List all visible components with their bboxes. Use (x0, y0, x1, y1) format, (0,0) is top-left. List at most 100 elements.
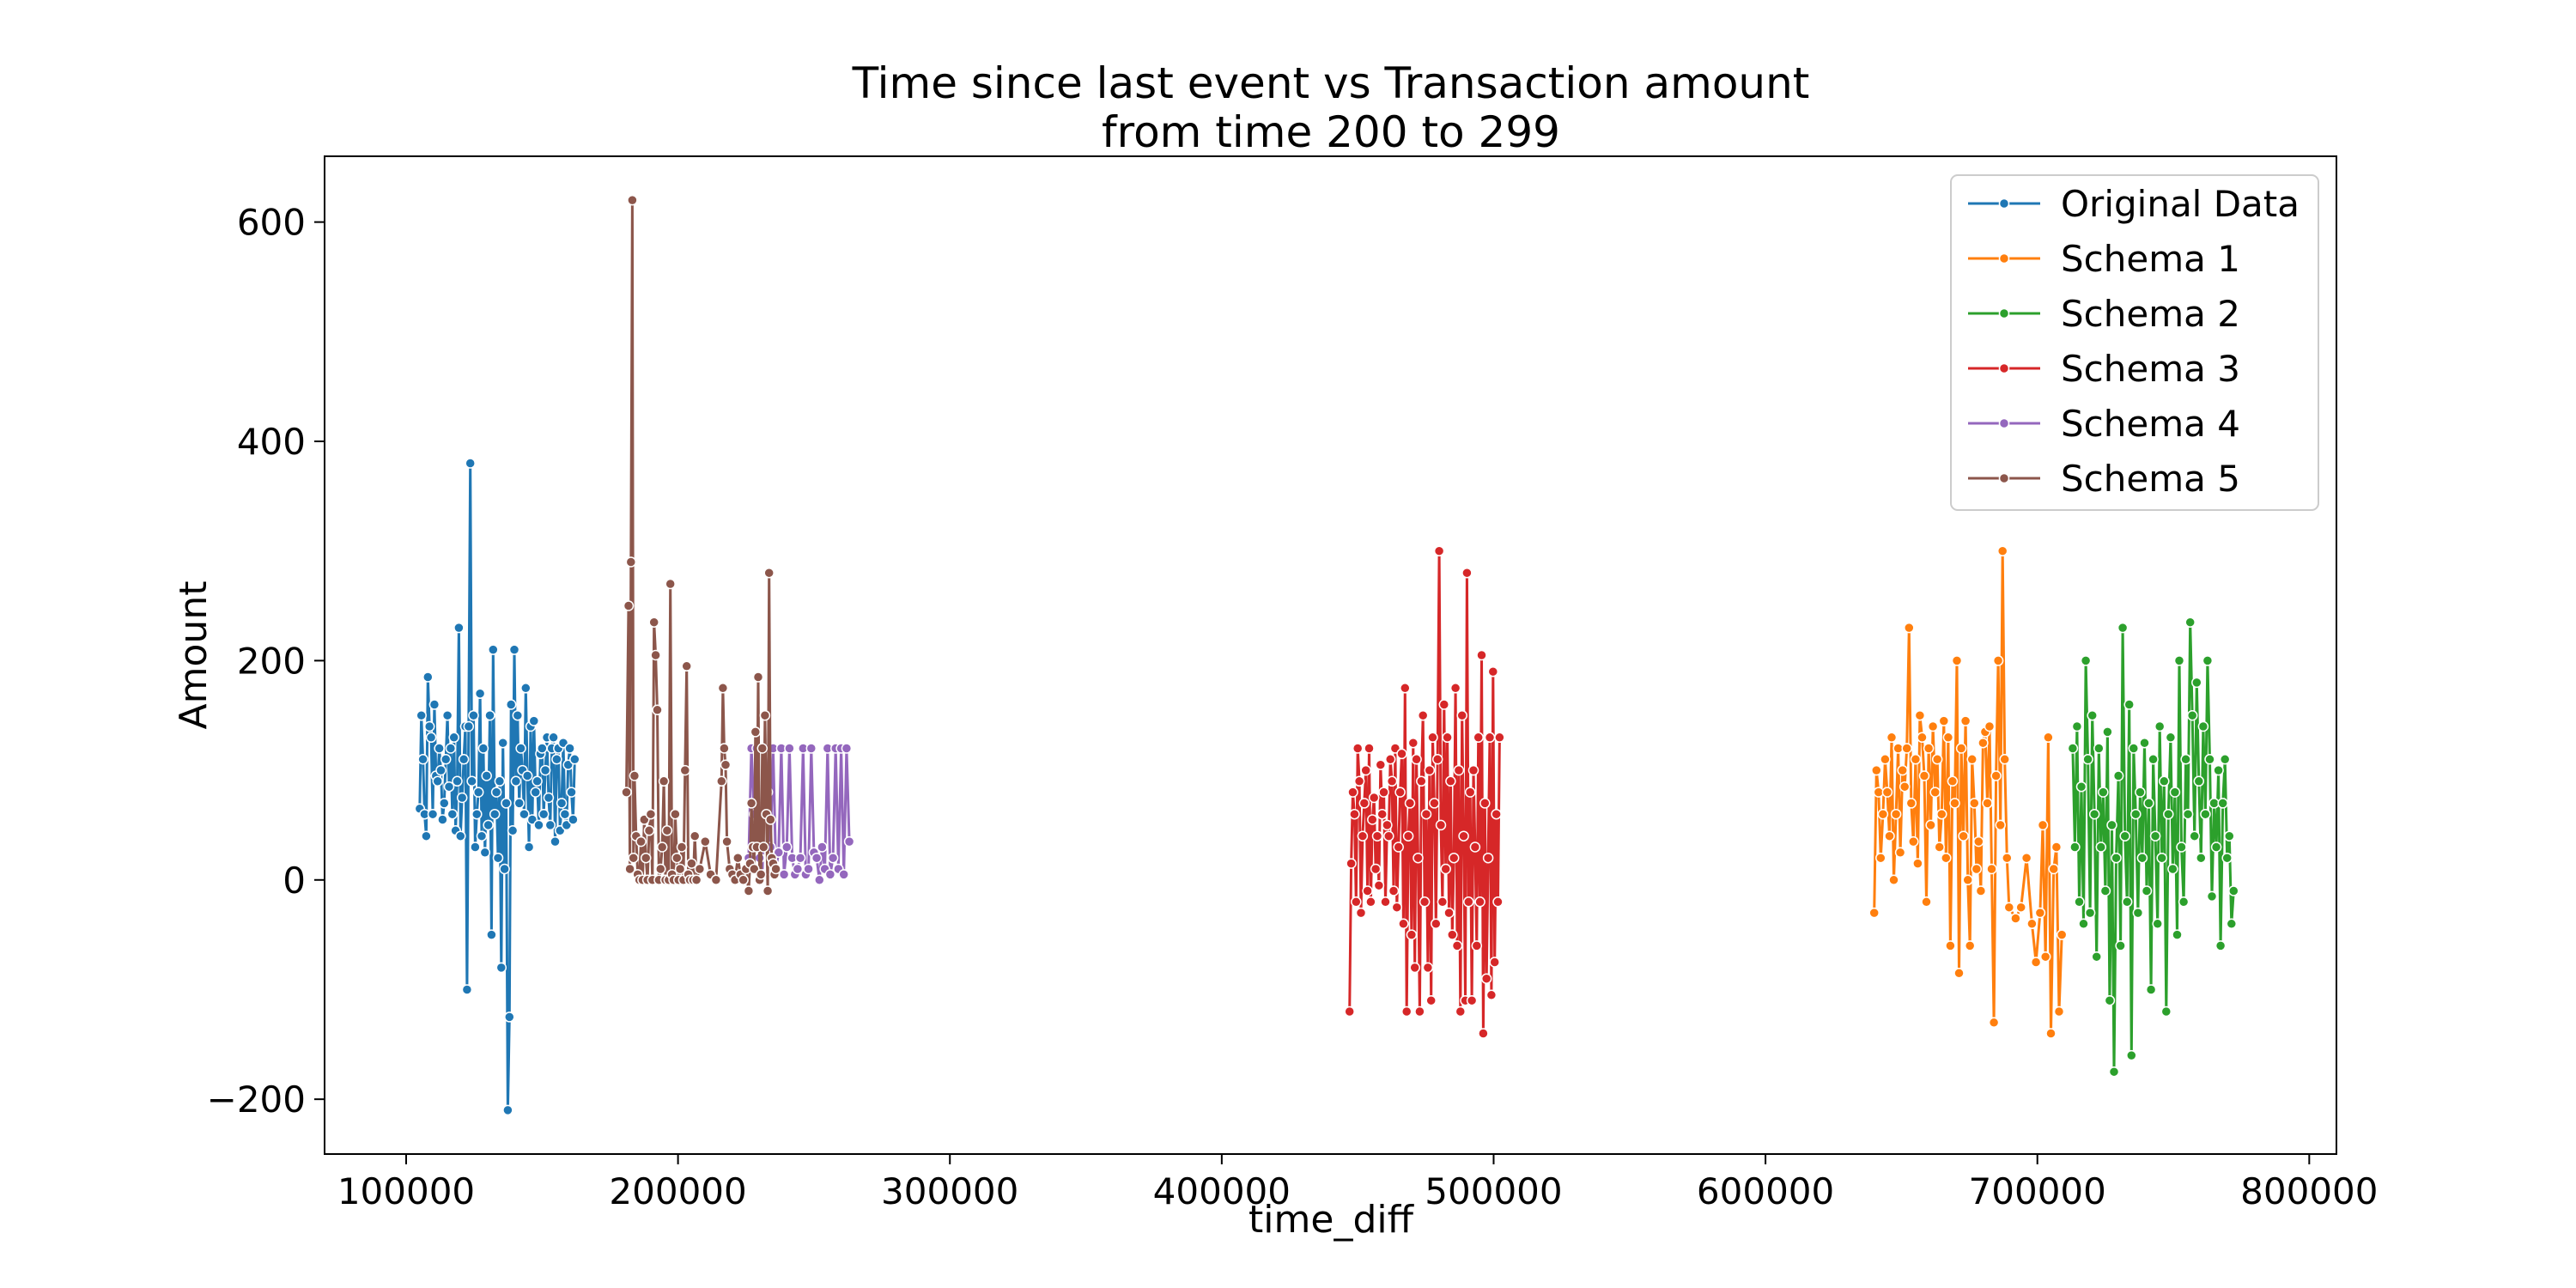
data-point (416, 709, 427, 721)
data-point (2206, 890, 2218, 902)
data-point (792, 863, 804, 875)
data-point (1958, 830, 1969, 841)
data-point (2160, 1005, 2172, 1018)
data-point (2112, 770, 2124, 781)
data-point (1440, 863, 1451, 875)
data-point (1416, 775, 1427, 787)
data-point (434, 743, 445, 754)
data-point (1393, 841, 1404, 853)
data-point (1353, 775, 1365, 787)
data-point (1491, 808, 1502, 820)
data-point (1951, 655, 1963, 666)
data-point (1990, 770, 2002, 781)
data-point (2200, 808, 2211, 820)
data-point (1938, 715, 1950, 726)
data-point (2087, 709, 2098, 721)
data-point (2217, 798, 2228, 809)
data-point (1442, 732, 1453, 744)
data-point (2020, 852, 2032, 864)
data-point (1905, 798, 1917, 809)
data-point (1382, 819, 1393, 831)
y-axis-ticks: −200 0 200 400 600 (207, 202, 325, 1121)
data-point (2106, 819, 2117, 831)
data-point (1868, 907, 1880, 919)
data-point (1407, 737, 1419, 749)
data-point (1352, 743, 1364, 754)
data-point (1420, 808, 1432, 820)
data-point (1404, 798, 1416, 809)
x-tick-label: 800000 (2240, 1170, 2378, 1212)
data-point (2169, 787, 2181, 798)
data-point (427, 808, 439, 820)
data-point (670, 808, 681, 820)
data-point (1437, 896, 1449, 908)
data-point (488, 644, 499, 655)
data-point (2082, 754, 2093, 765)
legend-entry-schema-4: Schema 4 (1968, 403, 2240, 445)
data-point (544, 819, 556, 831)
data-point (1917, 732, 1928, 744)
data-point (1406, 929, 1418, 940)
data-point (803, 863, 814, 875)
data-point (538, 808, 550, 820)
data-point (2132, 907, 2144, 919)
data-point (2141, 885, 2153, 896)
data-point (474, 688, 486, 699)
data-point (1484, 732, 1496, 744)
data-point (2148, 754, 2159, 765)
data-point (2053, 1005, 2065, 1018)
data-point (1995, 819, 2006, 831)
data-point (1400, 1005, 1413, 1018)
data-point (841, 743, 853, 754)
legend-label: Schema 1 (2061, 238, 2240, 280)
data-point (501, 798, 512, 809)
data-point (2197, 720, 2209, 732)
data-point (1999, 754, 2010, 765)
data-point (2130, 808, 2142, 820)
data-point (2010, 913, 2021, 924)
data-point (477, 743, 489, 754)
x-axis-label: time_diff (1249, 1198, 1415, 1242)
data-point (2048, 863, 2059, 875)
data-point (2128, 743, 2140, 754)
data-point (2115, 940, 2126, 951)
data-point (512, 709, 524, 721)
data-point (2154, 720, 2166, 732)
data-point (484, 709, 495, 721)
data-point (1881, 787, 1893, 798)
data-point (2180, 754, 2191, 765)
data-point (1966, 754, 1978, 765)
data-point (458, 754, 470, 765)
data-point (2050, 841, 2063, 853)
data-point (1975, 885, 1987, 896)
data-point (770, 863, 781, 875)
data-point (523, 841, 535, 853)
data-point (2172, 929, 2183, 940)
data-point (2003, 902, 2015, 913)
data-point (1479, 798, 1491, 809)
data-point (548, 732, 559, 744)
series-original-data (414, 458, 580, 1116)
data-point (1899, 781, 1911, 793)
data-point (1347, 787, 1358, 798)
data-point (1912, 858, 1923, 869)
data-point (2191, 677, 2202, 689)
data-point (432, 775, 443, 787)
data-point (556, 798, 568, 809)
data-point (1422, 962, 1434, 974)
data-point (1463, 896, 1474, 908)
data-point (749, 863, 760, 875)
data-point (700, 835, 711, 848)
data-point (1458, 830, 1469, 841)
data-point (1949, 798, 1960, 809)
data-point (483, 819, 494, 831)
data-point (1370, 863, 1382, 875)
series-line-schema-3 (1348, 550, 1501, 1035)
data-point (1489, 957, 1500, 968)
chart-title-line-2: from time 200 to 299 (1102, 107, 1560, 157)
chart-title-line-1: Time since last event vs Transaction amo… (852, 58, 1810, 108)
data-point (1473, 732, 1484, 744)
legend-marker-swatch (1998, 252, 2010, 264)
data-point (1485, 989, 1498, 1001)
data-point (533, 819, 544, 831)
